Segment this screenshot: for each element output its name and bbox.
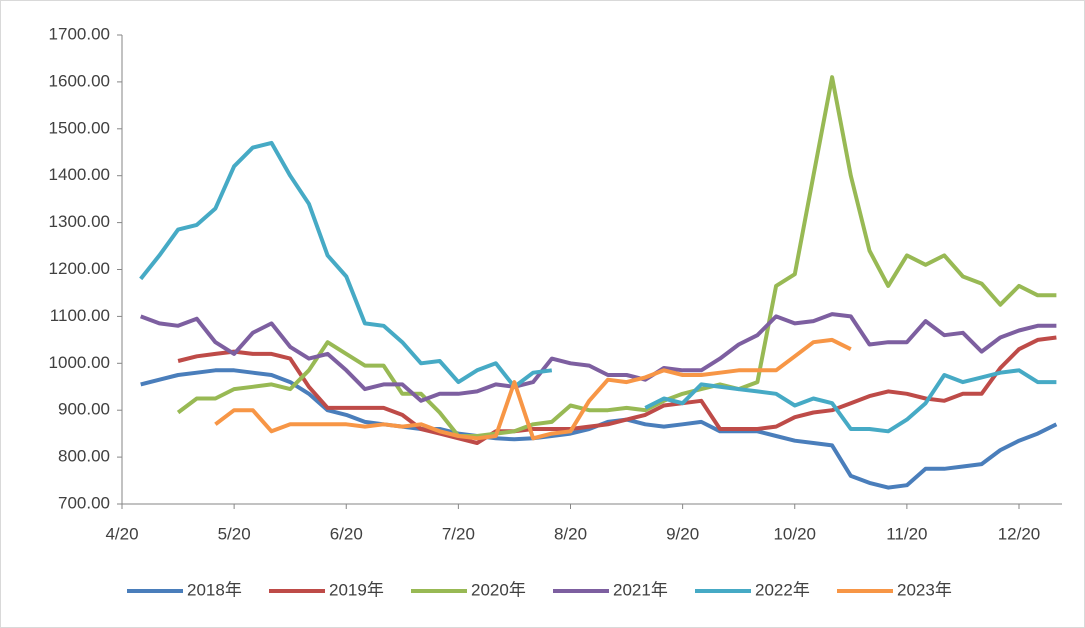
y-tick-label: 1300.00 (49, 212, 110, 231)
x-tick-label: 10/20 (773, 524, 816, 543)
y-tick-label: 700.00 (58, 493, 110, 512)
y-tick-label: 900.00 (58, 400, 110, 419)
legend-label: 2022年 (755, 580, 810, 599)
y-tick-label: 800.00 (58, 447, 110, 466)
series-line (176, 75, 1057, 438)
y-tick-label: 1400.00 (49, 165, 110, 184)
series-line (214, 337, 852, 441)
y-tick-label: 1500.00 (49, 118, 110, 137)
legend-label: 2021年 (613, 580, 668, 599)
x-tick-label: 11/20 (886, 524, 927, 543)
y-tick-label: 1200.00 (49, 259, 110, 278)
y-tick-label: 1000.00 (49, 353, 110, 372)
series-line (139, 312, 1057, 403)
y-tick-label: 1700.00 (49, 24, 110, 43)
legend-label: 2020年 (471, 580, 526, 599)
x-tick-label: 6/20 (330, 524, 363, 543)
series-line (177, 335, 1057, 445)
legend-label: 2018年 (187, 580, 242, 599)
x-tick-label: 9/20 (666, 524, 699, 543)
x-tick-label: 8/20 (554, 524, 587, 543)
y-tick-label: 1600.00 (49, 71, 110, 90)
x-tick-label: 5/20 (218, 524, 251, 543)
legend-label: 2019年 (329, 580, 384, 599)
legend-label: 2023年 (897, 580, 952, 599)
y-tick-label: 1100.00 (50, 306, 110, 325)
x-tick-label: 12/20 (998, 524, 1041, 543)
x-tick-label: 4/20 (105, 524, 138, 543)
series-line (139, 140, 1057, 434)
x-tick-label: 7/20 (442, 524, 475, 543)
